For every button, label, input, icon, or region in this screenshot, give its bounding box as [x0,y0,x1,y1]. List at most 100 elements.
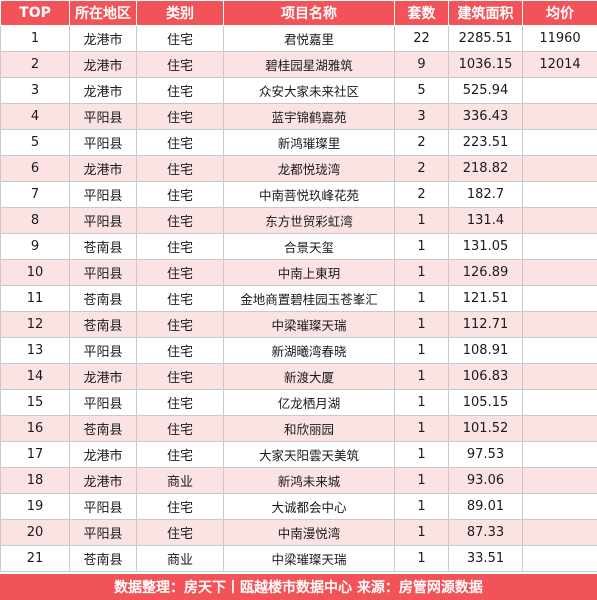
floor-area-cell: 121.51 [448,285,523,312]
type-cell: 住宅 [136,285,224,312]
table-row: 11 苍南县 住宅 金地商置碧桂园玉苍峯汇 1 121.51 [0,285,597,312]
type-cell: 住宅 [136,181,224,208]
avg-price-cell [522,493,597,520]
type-cell: 住宅 [136,519,224,546]
table-row: 3 龙港市 住宅 众安大家未来社区 5 525.94 [0,77,597,104]
area-cell: 平阳县 [69,337,137,364]
units-cell: 1 [394,233,449,260]
rank-cell: 19 [0,493,70,520]
table-row: 17 龙港市 住宅 大家天阳雲天美筑 1 97.53 [0,441,597,468]
table-row: 8 平阳县 住宅 东方世贸彩虹湾 1 131.4 [0,207,597,234]
units-cell: 1 [394,389,449,416]
avg-price-cell [522,259,597,286]
rank-cell: 5 [0,129,70,156]
project-name-cell: 合景天玺 [223,233,395,260]
rank-cell: 16 [0,415,70,442]
type-cell: 住宅 [136,51,224,78]
area-cell: 平阳县 [69,389,137,416]
avg-price-cell [522,337,597,364]
header-row: TOP 所在地区 类别 项目名称 套数 建筑面积 均价 [0,0,597,26]
floor-area-cell: 336.43 [448,103,523,130]
avg-price-cell [522,233,597,260]
rank-cell: 1 [0,25,70,52]
header-area: 所在地区 [69,0,137,26]
floor-area-cell: 87.33 [448,519,523,546]
area-cell: 龙港市 [69,51,137,78]
table-row: 20 平阳县 住宅 中南漫悦湾 1 87.33 [0,519,597,546]
header-top: TOP [0,0,70,26]
project-name-cell: 新鸿璀璨里 [223,129,395,156]
project-name-cell: 碧桂园星湖雅筑 [223,51,395,78]
project-name-cell: 和欣丽园 [223,415,395,442]
units-cell: 1 [394,415,449,442]
rank-cell: 18 [0,467,70,494]
avg-price-cell [522,467,597,494]
project-name-cell: 蓝宇锦鹤嘉苑 [223,103,395,130]
floor-area-cell: 108.91 [448,337,523,364]
type-cell: 住宅 [136,207,224,234]
project-name-cell: 亿龙栖月湖 [223,389,395,416]
units-cell: 5 [394,77,449,104]
rank-cell: 21 [0,545,70,572]
units-cell: 1 [394,363,449,390]
avg-price-cell [522,363,597,390]
type-cell: 住宅 [136,311,224,338]
header-type: 类别 [136,0,224,26]
area-cell: 龙港市 [69,467,137,494]
table-row: 4 平阳县 住宅 蓝宇锦鹤嘉苑 3 336.43 [0,103,597,130]
floor-area-cell: 2285.51 [448,25,523,52]
data-source-footer: 数据整理：房天下丨瓯越楼市数据中心 来源：房管网源数据 [0,574,597,600]
rank-cell: 14 [0,363,70,390]
area-cell: 平阳县 [69,103,137,130]
avg-price-cell [522,519,597,546]
avg-price-cell: 11960 [522,25,597,52]
table-row: 7 平阳县 住宅 中南菩悦玖峰花苑 2 182.7 [0,181,597,208]
project-name-cell: 中南漫悦湾 [223,519,395,546]
project-name-cell: 君悦嘉里 [223,25,395,52]
units-cell: 1 [394,493,449,520]
rank-cell: 3 [0,77,70,104]
project-name-cell: 新湖曦湾春晓 [223,337,395,364]
avg-price-cell [522,129,597,156]
avg-price-cell [522,389,597,416]
type-cell: 住宅 [136,441,224,468]
avg-price-cell [522,207,597,234]
type-cell: 住宅 [136,493,224,520]
type-cell: 住宅 [136,103,224,130]
area-cell: 平阳县 [69,259,137,286]
area-cell: 苍南县 [69,233,137,260]
floor-area-cell: 223.51 [448,129,523,156]
type-cell: 住宅 [136,129,224,156]
units-cell: 1 [394,545,449,572]
units-cell: 1 [394,207,449,234]
area-cell: 苍南县 [69,545,137,572]
area-cell: 龙港市 [69,77,137,104]
sales-ranking-table: TOP 所在地区 类别 项目名称 套数 建筑面积 均价 1 龙港市 住宅 君悦嘉里 22… [0,0,597,572]
header-avg-price: 均价 [522,0,597,26]
rank-cell: 17 [0,441,70,468]
floor-area-cell: 97.53 [448,441,523,468]
project-name-cell: 东方世贸彩虹湾 [223,207,395,234]
units-cell: 1 [394,285,449,312]
project-name-cell: 众安大家未来社区 [223,77,395,104]
type-cell: 住宅 [136,415,224,442]
header-units: 套数 [394,0,449,26]
avg-price-cell: 12014 [522,51,597,78]
rank-cell: 8 [0,207,70,234]
avg-price-cell [522,155,597,182]
project-name-cell: 中南上東玥 [223,259,395,286]
rank-cell: 6 [0,155,70,182]
floor-area-cell: 33.51 [448,545,523,572]
avg-price-cell [522,77,597,104]
type-cell: 住宅 [136,233,224,260]
table-body: 1 龙港市 住宅 君悦嘉里 22 2285.51 11960 2 龙港市 住宅 碧桂园星湖雅筑 9 10… [0,25,597,572]
floor-area-cell: 182.7 [448,181,523,208]
floor-area-cell: 106.83 [448,363,523,390]
area-cell: 龙港市 [69,155,137,182]
area-cell: 平阳县 [69,207,137,234]
header-project-name: 项目名称 [223,0,395,26]
avg-price-cell [522,311,597,338]
type-cell: 住宅 [136,155,224,182]
units-cell: 1 [394,467,449,494]
